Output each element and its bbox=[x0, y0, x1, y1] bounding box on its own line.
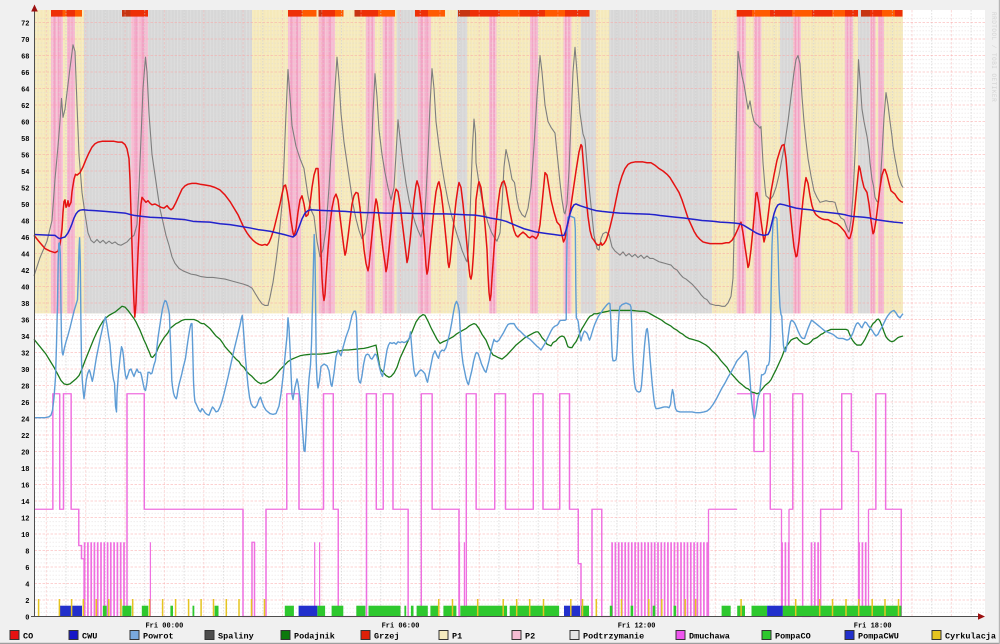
svg-text:58: 58 bbox=[21, 136, 29, 144]
svg-text:Fri 00:00: Fri 00:00 bbox=[145, 623, 183, 631]
svg-text:68: 68 bbox=[21, 53, 29, 61]
svg-text:26: 26 bbox=[21, 400, 29, 408]
svg-text:24: 24 bbox=[21, 416, 29, 424]
svg-text:0: 0 bbox=[25, 614, 29, 622]
svg-text:44: 44 bbox=[21, 251, 29, 259]
svg-text:Grzej: Grzej bbox=[374, 632, 400, 642]
svg-text:P2: P2 bbox=[525, 632, 535, 642]
svg-text:2: 2 bbox=[25, 598, 29, 606]
svg-text:54: 54 bbox=[21, 169, 29, 177]
svg-text:10: 10 bbox=[21, 532, 29, 540]
svg-text:6: 6 bbox=[25, 565, 29, 573]
svg-text:18: 18 bbox=[21, 466, 29, 474]
svg-text:Fri 18:00: Fri 18:00 bbox=[854, 623, 892, 631]
svg-text:Podajnik: Podajnik bbox=[294, 632, 335, 642]
svg-text:Fri 06:00: Fri 06:00 bbox=[382, 623, 420, 631]
svg-text:36: 36 bbox=[21, 317, 29, 325]
svg-text:28: 28 bbox=[21, 383, 29, 391]
svg-text:14: 14 bbox=[21, 499, 29, 507]
svg-text:Powrot: Powrot bbox=[143, 632, 174, 642]
svg-text:Fri 12:00: Fri 12:00 bbox=[618, 623, 656, 631]
svg-text:46: 46 bbox=[21, 235, 29, 243]
svg-text:40: 40 bbox=[21, 284, 29, 292]
svg-text:42: 42 bbox=[21, 268, 29, 276]
svg-text:50: 50 bbox=[21, 202, 29, 210]
svg-text:62: 62 bbox=[21, 103, 29, 111]
svg-text:56: 56 bbox=[21, 152, 29, 160]
svg-text:4: 4 bbox=[25, 581, 29, 589]
svg-text:PompaCWU: PompaCWU bbox=[858, 632, 899, 642]
svg-text:Spaliny: Spaliny bbox=[218, 632, 254, 642]
svg-text:64: 64 bbox=[21, 86, 29, 94]
svg-text:34: 34 bbox=[21, 334, 29, 342]
svg-text:30: 30 bbox=[21, 367, 29, 375]
svg-text:38: 38 bbox=[21, 301, 29, 309]
svg-text:48: 48 bbox=[21, 218, 29, 226]
svg-text:12: 12 bbox=[21, 515, 29, 523]
svg-text:72: 72 bbox=[21, 20, 29, 28]
svg-text:CO: CO bbox=[23, 632, 33, 642]
svg-text:CWU: CWU bbox=[82, 632, 97, 642]
svg-text:8: 8 bbox=[25, 548, 29, 556]
svg-text:20: 20 bbox=[21, 449, 29, 457]
svg-text:Podtrzymanie: Podtrzymanie bbox=[583, 632, 644, 642]
svg-text:Cyrkulacja: Cyrkulacja bbox=[945, 632, 996, 642]
svg-text:60: 60 bbox=[21, 119, 29, 127]
svg-text:22: 22 bbox=[21, 433, 29, 441]
svg-text:RRDTOOL / TOBI OETIKER: RRDTOOL / TOBI OETIKER bbox=[990, 12, 997, 102]
svg-text:PompaCO: PompaCO bbox=[775, 632, 811, 642]
svg-text:66: 66 bbox=[21, 70, 29, 78]
svg-text:70: 70 bbox=[21, 37, 29, 45]
svg-text:P1: P1 bbox=[452, 632, 462, 642]
svg-text:Dmuchawa: Dmuchawa bbox=[689, 632, 730, 642]
svg-text:16: 16 bbox=[21, 482, 29, 490]
svg-text:32: 32 bbox=[21, 350, 29, 358]
svg-text:52: 52 bbox=[21, 185, 29, 193]
